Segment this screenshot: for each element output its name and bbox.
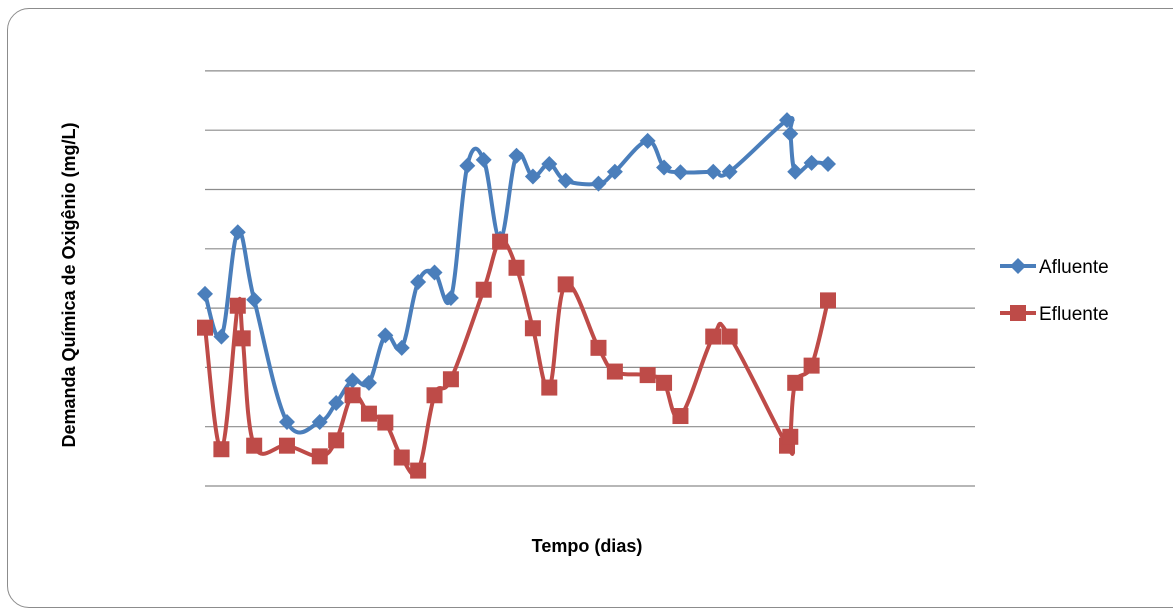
data-point-afluente — [557, 172, 574, 189]
data-point-efluente — [639, 367, 656, 384]
data-point-afluente — [672, 164, 689, 181]
legend-label-efluente: Efluente — [1039, 304, 1109, 325]
series-afluente — [197, 112, 836, 435]
data-point-afluente — [779, 112, 796, 129]
x-axis-label: Tempo (dias) — [532, 536, 643, 556]
data-point-afluente — [426, 264, 443, 281]
data-point-efluente — [606, 363, 623, 380]
data-point-efluente — [820, 292, 836, 309]
data-point-efluente — [782, 428, 799, 445]
data-point-afluente — [393, 339, 410, 356]
data-point-efluente — [475, 281, 492, 298]
data-point-efluente — [360, 405, 377, 422]
data-point-efluente — [656, 374, 673, 391]
data-point-efluente — [234, 330, 251, 347]
data-point-afluente — [524, 168, 541, 185]
data-point-efluente — [246, 437, 263, 454]
y-axis-label: Demanda Química de Oxigênio (mg/L) — [59, 122, 79, 447]
data-point-afluente — [639, 132, 656, 149]
data-point-efluente — [377, 414, 394, 431]
data-point-efluente — [492, 233, 509, 250]
data-point-afluente — [787, 163, 804, 180]
data-point-efluente — [328, 432, 345, 449]
legend-label-afluente: Afluente — [1039, 257, 1109, 278]
data-point-afluente — [377, 327, 394, 344]
data-point-efluente — [213, 441, 230, 458]
data-point-efluente — [410, 462, 427, 479]
data-point-afluente — [782, 125, 799, 142]
data-point-efluente — [787, 374, 804, 391]
data-point-efluente — [672, 408, 689, 425]
data-point-afluente — [442, 290, 459, 307]
legend-item-efluente: Efluente — [1000, 304, 1109, 325]
data-point-afluente — [475, 151, 492, 168]
legend-item-afluente: Afluente — [1000, 257, 1109, 278]
data-point-efluente — [197, 319, 213, 336]
chart: Tempo (dias) Demanda Química de Oxigênio… — [59, 70, 1109, 556]
gridlines — [205, 70, 975, 487]
data-point-afluente — [541, 156, 558, 173]
data-point-efluente — [442, 371, 459, 388]
data-point-efluente — [541, 379, 558, 396]
series-line-efluente — [203, 239, 830, 477]
data-point-afluente — [246, 291, 263, 308]
data-point-efluente — [705, 328, 722, 345]
data-point-efluente — [524, 320, 541, 337]
data-point-afluente — [360, 374, 377, 391]
legend: Afluente Efluente — [1000, 257, 1109, 325]
data-point-efluente — [803, 357, 820, 374]
data-point-afluente — [721, 163, 738, 180]
data-point-afluente — [344, 372, 361, 389]
data-point-afluente — [590, 175, 607, 192]
data-point-efluente — [590, 339, 607, 356]
data-point-afluente — [328, 394, 345, 411]
data-point-afluente — [213, 328, 230, 345]
data-point-afluente — [606, 163, 623, 180]
data-point-afluente — [705, 163, 722, 180]
series-line-afluente — [203, 116, 829, 435]
data-point-afluente — [459, 157, 476, 174]
series-efluente — [197, 233, 836, 479]
data-point-efluente — [344, 387, 361, 404]
data-point-efluente — [311, 448, 328, 465]
data-point-afluente — [278, 413, 295, 430]
data-point-afluente — [508, 147, 525, 164]
data-point-efluente — [721, 328, 738, 345]
data-point-afluente — [410, 274, 427, 291]
data-point-afluente — [656, 159, 673, 176]
data-point-efluente — [426, 387, 443, 404]
data-point-afluente — [229, 224, 246, 241]
data-point-afluente — [197, 285, 213, 302]
data-point-efluente — [229, 297, 246, 314]
data-point-afluente — [820, 156, 836, 173]
data-point-afluente — [803, 154, 820, 171]
data-point-efluente — [393, 449, 410, 466]
data-point-afluente — [311, 413, 328, 430]
data-point-efluente — [508, 259, 525, 276]
data-point-efluente — [278, 437, 295, 454]
data-point-efluente — [557, 276, 574, 293]
